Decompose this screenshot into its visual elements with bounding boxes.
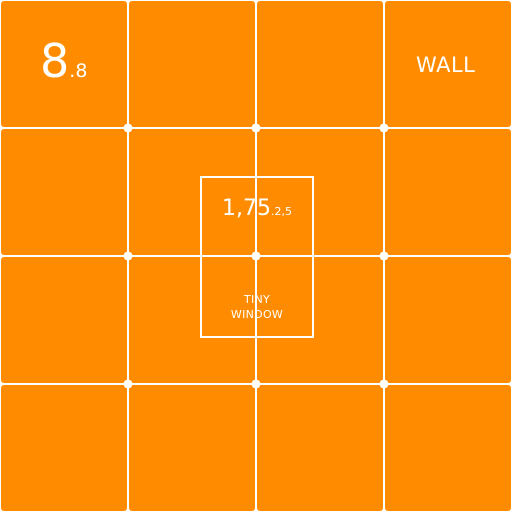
wall-tile: [129, 257, 255, 383]
wall-tile: [1, 385, 127, 511]
wall-tile: [1, 129, 127, 255]
window-dimension: 1,75.2,5: [202, 198, 312, 220]
wall-tile: [1, 1, 127, 127]
window-label: TINY WINDOW: [202, 292, 312, 322]
window-label-line2: WINDOW: [230, 308, 284, 321]
wall-tile: [257, 257, 383, 383]
wall-tile: [257, 129, 383, 255]
wall-tile: [129, 385, 255, 511]
wall-tile: [385, 257, 511, 383]
window-label-line1: TINY: [243, 293, 271, 306]
wall-tile: [1, 257, 127, 383]
wall-tile: [257, 1, 383, 127]
wall-tile: [385, 129, 511, 255]
wall-dimension-major: 8: [40, 34, 70, 88]
wall-tile: [257, 385, 383, 511]
grid-node: [379, 251, 389, 261]
wall-dimension-minor: .8: [69, 60, 88, 82]
tiny-window: 1,75.2,5 TINY WINDOW: [200, 176, 314, 338]
grid-node: [379, 379, 389, 389]
wall-dimension: 8.8: [40, 38, 87, 84]
grid-node: [123, 251, 133, 261]
grid-node: [123, 379, 133, 389]
grid-node: [123, 123, 133, 133]
grid-node: [251, 251, 261, 261]
wall-tile: [385, 1, 511, 127]
grid-node: [251, 379, 261, 389]
window-dimension-minor: .2,5: [270, 205, 292, 218]
wall-tile: [129, 1, 255, 127]
wall-label: WALL: [416, 53, 476, 77]
grid-node: [251, 123, 261, 133]
wall-tile: [129, 129, 255, 255]
grid-node: [379, 123, 389, 133]
wall-tile: [385, 385, 511, 511]
window-dimension-major: 1,75: [222, 196, 271, 221]
